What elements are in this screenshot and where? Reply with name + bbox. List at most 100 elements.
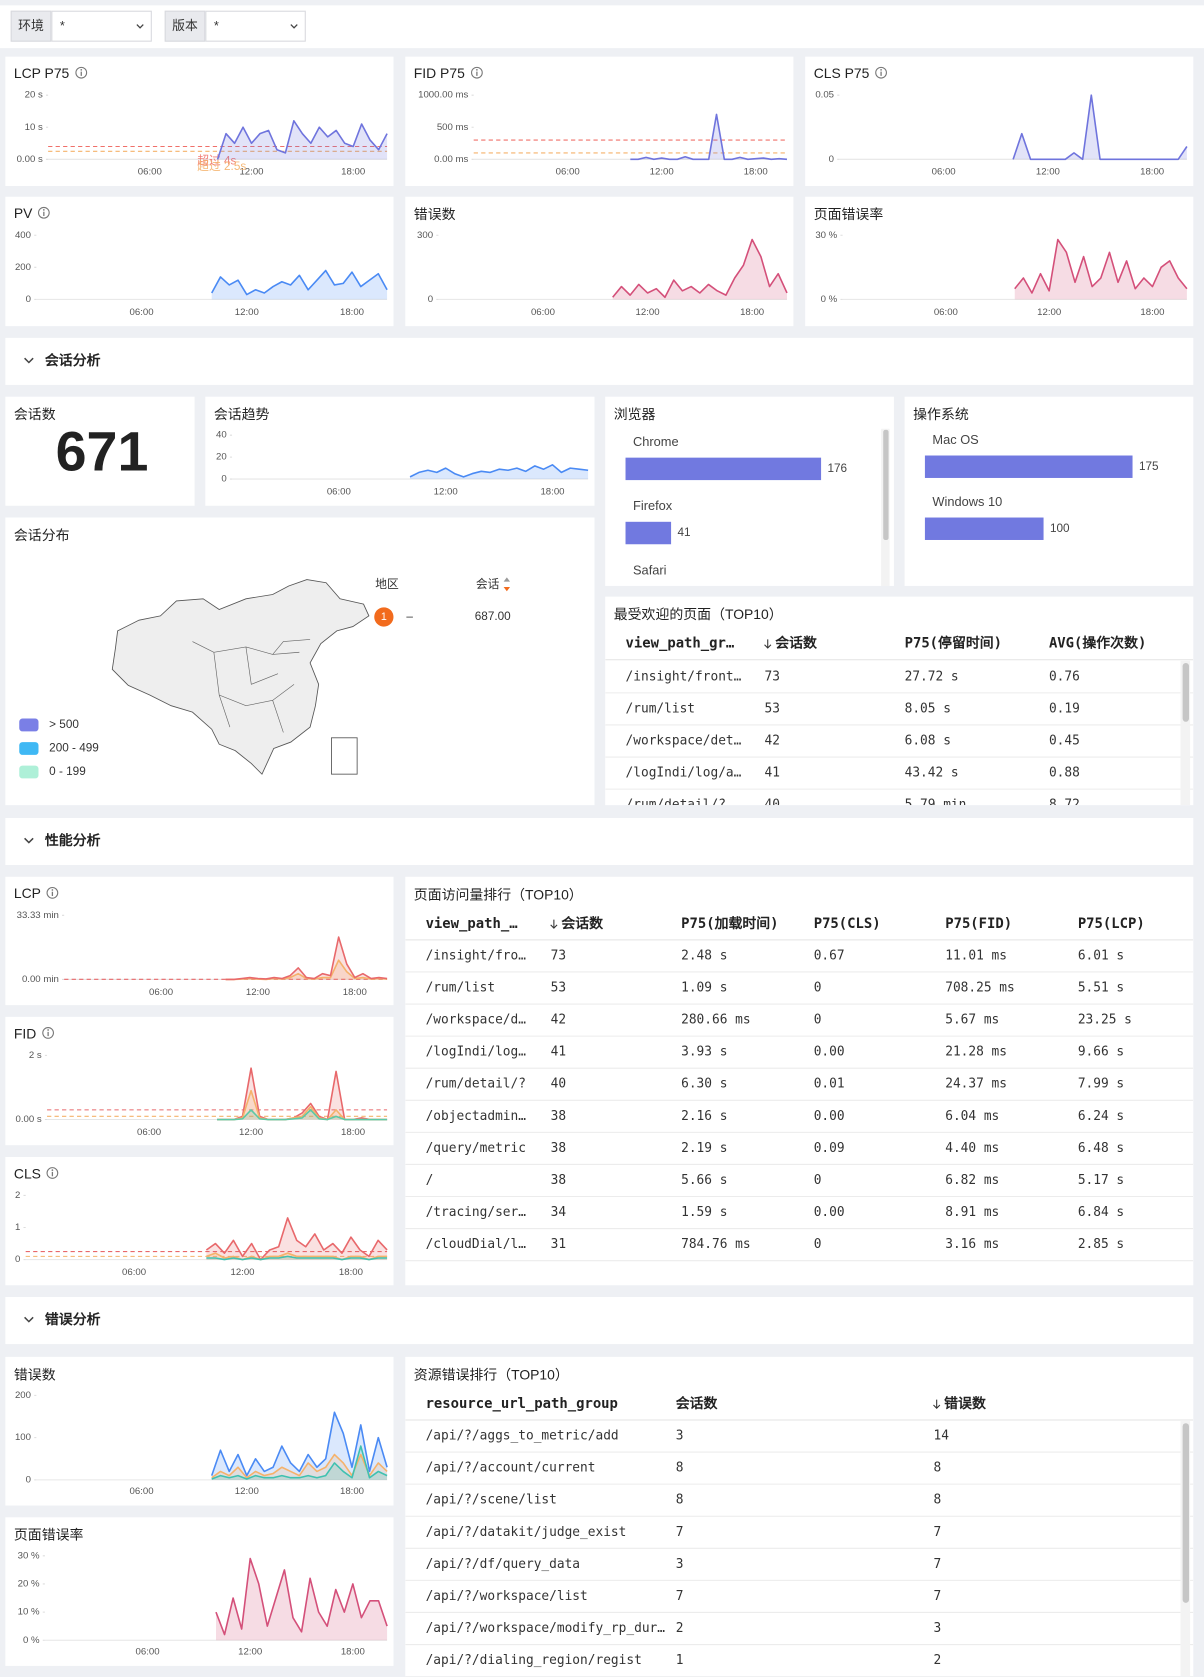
- y-tick-label: 400: [15, 230, 31, 241]
- legend-label: > 500: [49, 718, 79, 731]
- table-cell: 0.00: [814, 1109, 845, 1124]
- title-text: 会话分布: [13, 526, 70, 543]
- info-circle: [875, 66, 888, 79]
- section-header: 会话分析: [5, 337, 1194, 385]
- series-area: [217, 120, 388, 160]
- filter-select[interactable]: *: [205, 10, 306, 42]
- x-tick-label: 18:00: [1140, 307, 1164, 318]
- bar: [625, 457, 822, 481]
- filter-label: 版本: [164, 10, 206, 42]
- x-tick-label: 06:00: [122, 1267, 146, 1278]
- bar-value-label: 41: [677, 526, 690, 539]
- table-cell: 8.05 s: [905, 701, 951, 716]
- x-tick-label: 12:00: [636, 307, 660, 318]
- x-tick-label: 06:00: [136, 1647, 160, 1658]
- y-tick-label: 10 %: [18, 1607, 40, 1618]
- column-header: P75(停留时间): [905, 635, 1002, 652]
- table-cell: /api/?/account/current: [426, 1461, 596, 1476]
- table-cell: 4.40 ms: [945, 1141, 999, 1156]
- table-cell: 6.01 s: [1078, 948, 1124, 963]
- title-text: LCP P75: [13, 64, 70, 81]
- table-cell: /insight/fro…: [426, 948, 527, 963]
- y-tick-label: 20: [216, 452, 227, 463]
- column-header: P75(加载时间): [681, 915, 778, 932]
- table-cell: /rum/list: [426, 981, 496, 996]
- title-text: FID P75: [413, 64, 465, 81]
- column-header: view_path_…: [426, 916, 518, 932]
- series-line: [225, 959, 388, 981]
- x-tick-label: 18:00: [340, 1486, 364, 1497]
- table-cell: 40: [551, 1077, 566, 1092]
- table-cell: /: [426, 1173, 434, 1188]
- legend-swatch: [19, 765, 39, 779]
- x-tick-label: 12:00: [246, 987, 270, 998]
- y-tick-label: 300: [417, 230, 433, 241]
- chart-card: 0.00 ms 500 ms 1000.00 ms 06:00 12:00 18:00 FI…: [405, 56, 794, 187]
- series-area: [217, 1090, 388, 1120]
- section-title: 会话分析: [45, 352, 101, 368]
- table-cell: 3: [676, 1429, 684, 1444]
- table-cell: 40: [765, 798, 780, 806]
- series-area: [206, 1217, 388, 1260]
- filter-value: *: [213, 18, 219, 34]
- panel-graphics: > 500 200 - 499 0 - 199 地区 会话 1 – 687.00: [19, 577, 511, 779]
- x-tick-label: 12:00: [434, 486, 458, 497]
- x-tick-label: 12:00: [1036, 167, 1060, 178]
- table-cell: /api/?/workspace/list: [426, 1589, 588, 1604]
- x-tick-label: 06:00: [556, 167, 580, 178]
- table-cell: 6.84 s: [1078, 1205, 1124, 1220]
- table-cell: 6.30 s: [681, 1077, 727, 1092]
- table-cell: 0.19: [1049, 701, 1080, 716]
- panel-graphics: resource_url_path_group 会话数 错误数/api/?/aggs…: [405, 1395, 1194, 1677]
- title-text: LCP: [13, 884, 41, 901]
- table-cell: 0: [814, 1173, 822, 1188]
- panel-title: 错误数: [414, 204, 456, 222]
- filter-select[interactable]: *: [51, 10, 152, 42]
- table-cell: 23.25 s: [1078, 1013, 1132, 1028]
- panel-title: FID: [14, 1024, 55, 1041]
- bar-card: Chrome176Firefox41Safari20浏览器: [605, 396, 894, 586]
- panel-graphics: view_path_… 会话数 P75(加载时间) P75(CLS) P75(FID) P…: [405, 915, 1194, 1262]
- table-cell: 5.17 s: [1078, 1173, 1124, 1188]
- table-cell: /api/?/workspace/modify_rp_dur…: [426, 1621, 666, 1636]
- section-header: 错误分析: [5, 1297, 1194, 1345]
- info-circle: [38, 206, 51, 219]
- table-cell: 9.66 s: [1078, 1045, 1124, 1060]
- x-tick-label: 12:00: [650, 167, 674, 178]
- bar-card: Mac OS 175 Windows 10 100 操作系统: [904, 396, 1194, 586]
- title-text: 会话趋势: [213, 405, 270, 422]
- info-dot: [43, 209, 46, 211]
- bar: [625, 521, 672, 545]
- panel-graphics: 0.00 s 2 s 06:00 12:00 18:00: [16, 1050, 388, 1138]
- series-line: [215, 1557, 388, 1636]
- column-header: 会话数: [561, 915, 603, 932]
- table-card: view_path_gr… 会话数 P75(停留时间) AVG(操作次数) /insig…: [605, 596, 1194, 806]
- column-header: 会话数: [775, 635, 817, 652]
- rank-badge: [374, 607, 394, 627]
- map-outline: [111, 579, 370, 775]
- table-cell: 73: [551, 948, 566, 963]
- chart-card: 0.00 s 10 s 20 s 06:00 12:00 18:00 超过 4s 超过 2.5…: [5, 56, 394, 187]
- table-cell: 6.24 s: [1078, 1109, 1124, 1124]
- panel-graphics: 错误分析: [24, 1311, 101, 1327]
- y-tick-label: 0.00 s: [16, 1114, 42, 1125]
- panel-title: 错误数: [14, 1364, 56, 1382]
- table-cell: /workspace/det…: [626, 734, 742, 749]
- info-circle: [42, 1027, 54, 1039]
- info-icon: [46, 1167, 59, 1179]
- sort-arrow: [764, 639, 772, 649]
- sort-arrow: [933, 1399, 941, 1409]
- table-cell: 8: [676, 1493, 684, 1508]
- y-tick-label: 0: [26, 1474, 31, 1485]
- y-tick-label: 0: [428, 294, 433, 305]
- y-tick-label: 20 %: [18, 1578, 40, 1589]
- info-circle: [470, 66, 483, 79]
- y-tick-label: 0.00 s: [17, 154, 43, 165]
- dropdown-arrow-shape: [136, 24, 144, 29]
- y-tick-label: 0.00 min: [22, 974, 59, 985]
- x-tick-label: 06:00: [531, 307, 555, 318]
- section-header: 性能分析: [5, 817, 1194, 866]
- table-cell: 34: [551, 1205, 567, 1220]
- y-tick-label: 500 ms: [437, 122, 469, 133]
